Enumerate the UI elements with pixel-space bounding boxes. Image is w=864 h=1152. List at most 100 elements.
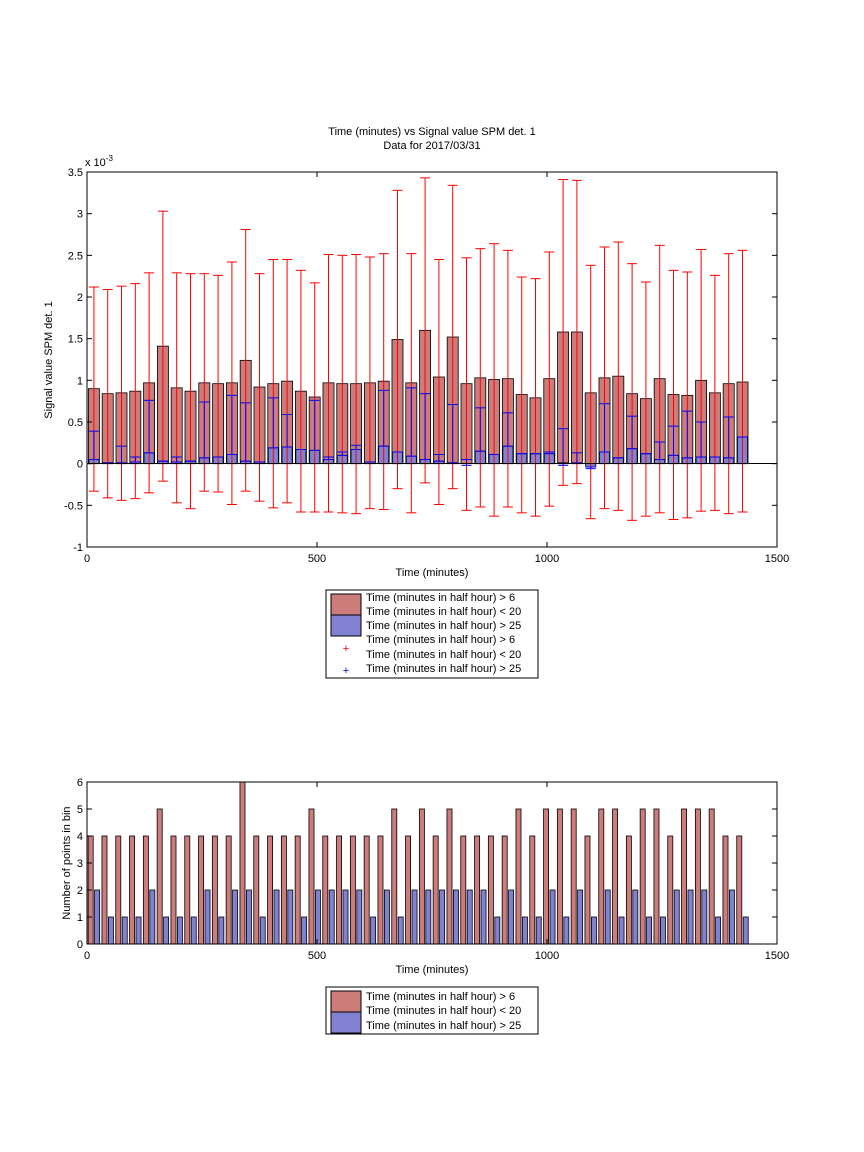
y-tick-label: 3.5 xyxy=(68,167,83,179)
bar xyxy=(259,916,266,945)
bar xyxy=(521,916,528,945)
bar xyxy=(653,808,660,945)
y-tick-label: 1 xyxy=(77,912,83,924)
bar xyxy=(563,916,570,945)
legend-entry: Time (minutes in half hour) > 6 xyxy=(366,592,515,604)
x-tick-label: 1000 xyxy=(535,553,559,565)
bar-group xyxy=(87,781,749,945)
y-axis-label: Number of points in bin xyxy=(61,806,73,919)
legend-swatch-blue xyxy=(330,1011,362,1034)
bar xyxy=(618,916,625,945)
bar xyxy=(135,916,142,945)
bar xyxy=(356,889,363,945)
bar xyxy=(584,835,591,945)
bar xyxy=(287,889,294,945)
bar xyxy=(474,835,481,945)
bar xyxy=(107,916,114,945)
x-tick-label: 500 xyxy=(308,950,326,962)
legend-entry: Time (minutes in half hour) > 6 xyxy=(366,634,515,646)
y-axis: -1 -0.5 0 0.5 1 1.5 2 2.5 3 3.5 xyxy=(64,167,777,554)
bar xyxy=(501,835,508,945)
x-axis: 0 500 1000 1500 xyxy=(84,782,789,962)
bar xyxy=(211,835,218,945)
bar xyxy=(508,889,515,945)
bar xyxy=(687,889,694,945)
bar xyxy=(487,835,494,945)
bar xyxy=(646,916,653,945)
bar xyxy=(673,889,680,945)
bar xyxy=(446,808,453,945)
bar xyxy=(535,916,542,945)
bar xyxy=(184,835,191,945)
x-axis: 0 500 1000 1500 xyxy=(84,172,789,565)
bar xyxy=(314,889,321,945)
bar xyxy=(308,808,315,945)
y-multiplier-base: x 10 xyxy=(85,157,106,169)
bar xyxy=(218,916,225,945)
bar xyxy=(198,835,205,945)
legend-swatch-blue xyxy=(330,614,362,637)
bar xyxy=(245,889,252,945)
bar xyxy=(94,889,101,945)
bar xyxy=(225,835,232,945)
bar xyxy=(101,835,108,945)
bar xyxy=(391,808,398,945)
bar xyxy=(543,808,550,945)
bar xyxy=(728,889,735,945)
y-tick-label: 0 xyxy=(77,459,83,471)
x-tick-label: 500 xyxy=(308,553,326,565)
bar xyxy=(142,835,149,945)
y-multiplier-exponent: -3 xyxy=(106,154,114,163)
y-tick-label: -0.5 xyxy=(64,500,83,512)
y-tick-label: 2.5 xyxy=(68,250,83,262)
x-tick-label: 1500 xyxy=(765,553,789,565)
legend-marker-blue-plus: + xyxy=(343,665,349,677)
x-tick-label: 0 xyxy=(84,950,90,962)
bar xyxy=(681,808,688,945)
bar xyxy=(715,916,722,945)
bar xyxy=(363,835,370,945)
plot-area xyxy=(86,171,778,548)
bar xyxy=(411,889,418,945)
bar xyxy=(722,835,729,945)
bar xyxy=(480,889,487,945)
bar xyxy=(405,835,412,945)
x-tick-label: 1000 xyxy=(535,950,559,962)
bar xyxy=(590,916,597,945)
y-tick-label: 3 xyxy=(77,209,83,221)
legend-entry: Time (minutes in half hour) < 20 xyxy=(366,606,521,618)
y-axis-label: Signal value SPM det. 1 xyxy=(43,301,55,418)
count-chart: 0 1 2 3 4 5 6 0 500 1000 1500 Time (minutes) Numb… xyxy=(61,777,789,1035)
legend-entry: Time (minutes in half hour) < 20 xyxy=(366,649,521,661)
bar xyxy=(529,835,536,945)
legend: Time (minutes in half hour) > 6 Time (mi… xyxy=(325,589,539,679)
y-tick-label: 1.5 xyxy=(68,334,83,346)
bar xyxy=(556,808,563,945)
bar xyxy=(549,889,556,945)
bar xyxy=(439,889,446,945)
legend-swatch-red xyxy=(330,593,362,616)
bar xyxy=(515,808,522,945)
bar xyxy=(466,889,473,945)
y-tick-label: 1 xyxy=(77,375,83,387)
legend-entry: Time (minutes in half hour) > 25 xyxy=(366,620,521,632)
y-tick-label: 0 xyxy=(77,939,83,951)
y-tick-label: 4 xyxy=(77,831,83,843)
chart-subtitle: Data for 2017/03/31 xyxy=(383,140,480,152)
legend-swatch-red xyxy=(330,990,362,1013)
bar xyxy=(432,835,439,945)
legend-marker-red-plus: + xyxy=(343,643,349,655)
bar xyxy=(577,889,584,945)
bar xyxy=(452,889,459,945)
bar xyxy=(176,916,183,945)
bar xyxy=(612,808,619,945)
legend: Time (minutes in half hour) > 6 Time (mi… xyxy=(325,986,539,1035)
bar xyxy=(708,808,715,945)
bar xyxy=(163,916,170,945)
bar xyxy=(604,889,611,945)
y-tick-label: 5 xyxy=(77,804,83,816)
bar xyxy=(349,835,356,945)
x-axis-label: Time (minutes) xyxy=(396,567,469,579)
bar xyxy=(190,916,197,945)
bar xyxy=(694,808,701,945)
